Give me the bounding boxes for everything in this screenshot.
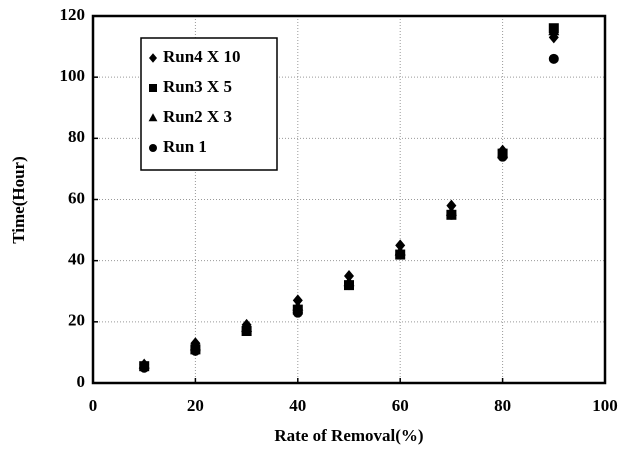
point: [395, 249, 406, 260]
point: [292, 294, 303, 307]
y-tick-label: 100: [60, 66, 86, 85]
y-tick-label: 40: [68, 250, 85, 269]
point: [292, 300, 304, 311]
point: [446, 209, 457, 220]
y-axis-label: Time(Hour): [9, 156, 28, 244]
legend-marker: [149, 84, 157, 92]
legend-box: [140, 37, 278, 171]
plot-frame: [91, 14, 607, 385]
x-axis-label: Rate of Removal(%): [274, 426, 423, 445]
legend-marker: [149, 144, 157, 152]
x-tick-label: 60: [392, 396, 409, 415]
legend-marker: [149, 53, 157, 63]
point: [344, 269, 354, 282]
legend-label: Run 1: [163, 137, 207, 156]
x-tick-label: 80: [494, 396, 511, 415]
x-tick-label: 40: [289, 396, 306, 415]
point: [190, 345, 201, 356]
y-tick-label: 0: [77, 372, 86, 391]
y-tick-label: 80: [68, 127, 85, 146]
x-tick-label: 20: [187, 396, 204, 415]
point: [241, 326, 252, 337]
legend-label: Run4 X 10: [163, 47, 240, 66]
point: [497, 151, 508, 162]
point: [139, 362, 150, 373]
point: [548, 25, 560, 36]
x-tick-label: 0: [89, 396, 98, 415]
legend-label: Run2 X 3: [163, 107, 232, 126]
y-tick-label: 120: [60, 5, 86, 24]
point: [344, 280, 354, 291]
x-tick-label: 100: [592, 396, 618, 415]
legend-marker: [148, 113, 158, 122]
point: [395, 239, 406, 252]
point: [292, 307, 303, 318]
legend-label: Run3 X 5: [163, 77, 232, 96]
y-tick-label: 60: [68, 188, 85, 207]
point: [446, 199, 457, 212]
y-tick-label: 20: [68, 311, 85, 330]
point: [548, 53, 559, 64]
